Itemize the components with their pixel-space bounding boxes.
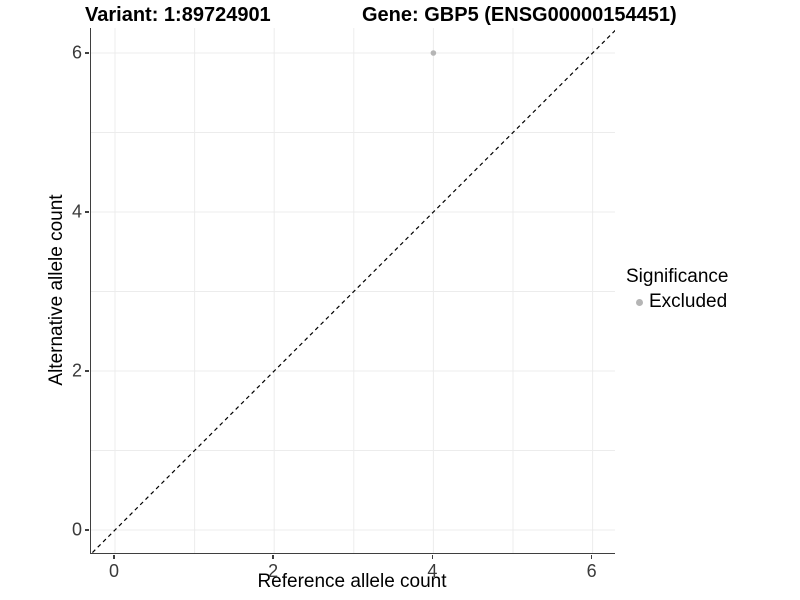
x-tick-label: 2	[268, 561, 279, 581]
y-tick-mark	[84, 529, 89, 531]
plot-canvas	[91, 28, 615, 553]
legend-items: Excluded	[626, 291, 728, 313]
x-axis-title: Reference allele count	[257, 571, 447, 592]
identity-line	[91, 29, 615, 553]
legend-title: Significance	[626, 266, 729, 287]
y-tick-label: 0	[71, 519, 82, 540]
x-tick-mark	[113, 554, 115, 559]
x-tick-mark	[431, 554, 434, 559]
gene-title: Gene: GBP5 (ENSG00000154451)	[362, 4, 677, 26]
legend: Significance Excluded	[626, 266, 728, 313]
data-point	[430, 50, 437, 56]
y-tick-mark	[84, 52, 89, 54]
y-tick-label: 4	[71, 201, 82, 222]
x-tick-mark	[590, 554, 593, 559]
y-tick-mark	[84, 370, 89, 372]
legend-point-icon	[636, 298, 643, 306]
x-tick-label: 6	[586, 561, 597, 581]
y-tick-label: 6	[71, 42, 82, 63]
x-tick-label: 4	[427, 561, 438, 581]
legend-item-label: Excluded	[649, 291, 728, 312]
y-tick-mark	[84, 211, 89, 213]
legend-item: Excluded	[636, 291, 728, 313]
plot-panel	[90, 28, 615, 554]
y-axis-title: Alternative allele count	[46, 194, 67, 386]
x-tick-mark	[272, 554, 274, 559]
y-tick-label: 2	[71, 360, 82, 381]
variant-title: Variant: 1:89724901	[85, 4, 271, 26]
x-tick-label: 0	[108, 561, 120, 581]
